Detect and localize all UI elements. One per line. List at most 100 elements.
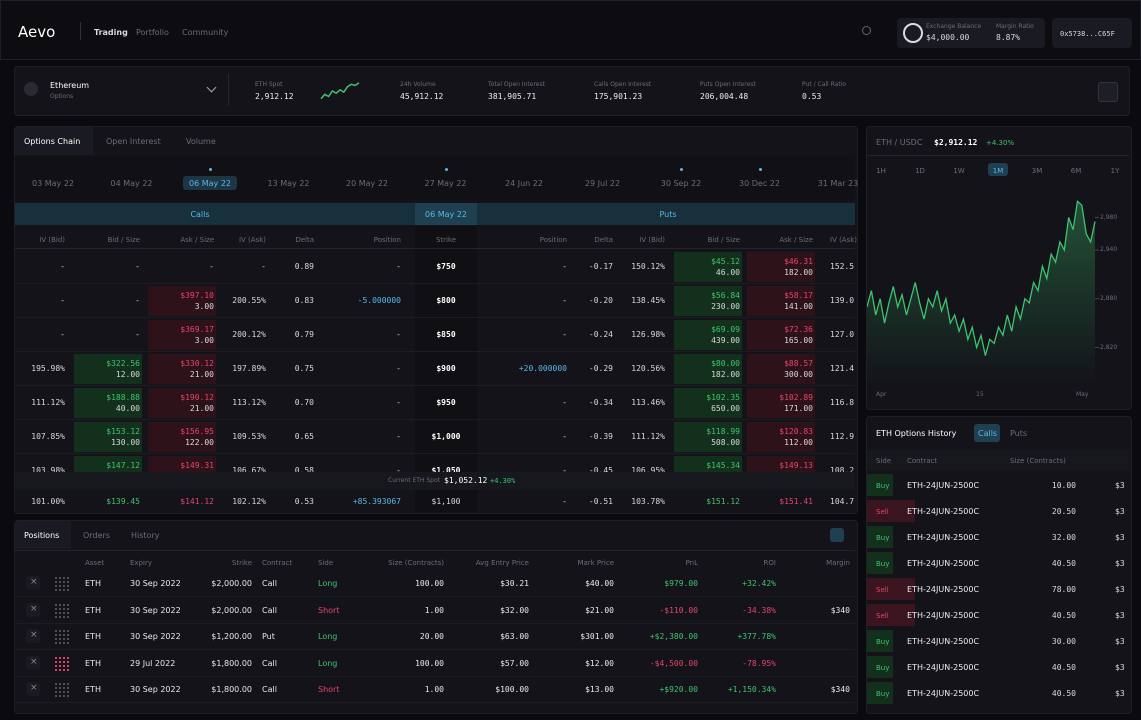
- sell-bar: [867, 578, 915, 600]
- layout-button[interactable]: [1098, 82, 1118, 102]
- expiry-dot: [209, 168, 212, 171]
- stat-value: 2,912.12: [255, 92, 294, 101]
- ask-cell: [747, 286, 815, 316]
- history-tab[interactable]: Calls: [978, 429, 998, 438]
- strike: $850: [436, 330, 456, 339]
- position-cell: $32.00: [500, 605, 529, 615]
- ask-price: $369.17: [180, 325, 214, 334]
- column-header: Delta: [594, 236, 613, 244]
- cell: $1,100: [431, 497, 461, 505]
- cell: -0.29: [588, 364, 613, 373]
- position-cell: +$920.00: [659, 685, 698, 694]
- position-cell: +$2,380.00: [649, 632, 698, 641]
- range-active: [988, 163, 1008, 176]
- position-cell: $1,800.00: [211, 685, 252, 694]
- ask-cell: [747, 388, 815, 418]
- expiry[interactable]: 04 May 22: [110, 179, 153, 188]
- cell: $139.45: [106, 497, 140, 505]
- spot-change: +4.30%: [490, 477, 516, 485]
- position-cell: 20.00: [419, 632, 444, 641]
- stat-value: 45,912.12: [400, 92, 444, 101]
- column-header: IV (Ask): [830, 236, 858, 244]
- ask-price: $397.10: [180, 291, 214, 300]
- range[interactable]: 1W: [953, 167, 965, 175]
- size: 21.00: [189, 370, 214, 379]
- close-button[interactable]: [26, 629, 40, 643]
- expiry[interactable]: 20 May 22: [346, 179, 388, 188]
- stat-label: Total Open Interest: [488, 81, 545, 88]
- tab[interactable]: Volume: [186, 137, 216, 146]
- range[interactable]: 1H: [876, 167, 886, 175]
- cell: -0.45: [588, 466, 613, 475]
- range[interactable]: 1M: [992, 167, 1004, 175]
- stat-label: Calls Open Interest: [594, 81, 652, 88]
- position-cell: ETH: [85, 632, 101, 641]
- close-button[interactable]: [26, 682, 40, 696]
- row-bg: [15, 156, 855, 200]
- collapse-button[interactable]: [830, 528, 844, 542]
- range[interactable]: 1Y: [1110, 167, 1120, 175]
- position-cell: Long: [318, 632, 338, 641]
- side: Buy: [876, 482, 890, 490]
- cell: -0.51: [588, 497, 613, 505]
- price: $3: [1115, 663, 1125, 672]
- contract: ETH-24JUN-2500C: [907, 559, 980, 568]
- history-tab[interactable]: Puts: [1010, 429, 1028, 438]
- tab[interactable]: History: [131, 531, 160, 540]
- cell: -: [562, 466, 567, 475]
- expiry[interactable]: 27 May 22: [424, 179, 467, 188]
- stat-value: 381,905.71: [488, 92, 537, 101]
- expiry[interactable]: 24 Jun 22: [505, 179, 543, 188]
- nav-link[interactable]: Portfolio: [136, 28, 169, 37]
- ask-price: $149.13: [779, 461, 813, 470]
- cell: -: [562, 296, 567, 305]
- dot-grid: [54, 602, 70, 619]
- stat-value: 0.53: [802, 92, 822, 101]
- close-button[interactable]: [26, 576, 40, 590]
- expiry[interactable]: 29 Jul 22: [584, 179, 621, 188]
- expiry[interactable]: 30 Sep 22: [660, 179, 702, 188]
- column-header: Ask / Size: [180, 236, 214, 244]
- contract: ETH-24JUN-2500C: [907, 611, 980, 620]
- range[interactable]: 1D: [915, 167, 925, 175]
- wallet[interactable]: 0x5738...C65F: [1060, 30, 1115, 38]
- expiry[interactable]: 03 May 22: [32, 179, 74, 188]
- ask-cell: [148, 388, 216, 418]
- tab[interactable]: Positions: [24, 531, 60, 540]
- cell: 104.7: [830, 497, 855, 505]
- tab[interactable]: Open Interest: [106, 137, 161, 146]
- close-button[interactable]: [26, 655, 40, 670]
- expiry[interactable]: 30 Dec 22: [739, 179, 780, 188]
- size: 130.00: [111, 438, 140, 447]
- range[interactable]: 3M: [1031, 167, 1043, 175]
- contract: ETH-24JUN-2500C: [907, 637, 980, 646]
- sell-bar: [867, 500, 915, 522]
- margin: 8.87%: [996, 33, 1021, 42]
- divider: [228, 74, 229, 106]
- close-button[interactable]: [26, 602, 40, 617]
- cell: +20.000000: [518, 364, 567, 373]
- label: Margin Ratio: [996, 23, 1034, 30]
- contract: ETH-24JUN-2500C: [907, 663, 980, 672]
- position-cell: $21.00: [585, 605, 614, 615]
- nav-link[interactable]: Trading: [94, 28, 128, 37]
- cell: 0.58: [294, 466, 314, 475]
- expiry[interactable]: 06 May 22: [189, 179, 231, 188]
- nav-link[interactable]: Community: [182, 28, 229, 37]
- tab[interactable]: Orders: [83, 531, 110, 540]
- position-cell: $979.00: [664, 579, 698, 588]
- x-tick-label: May: [1076, 391, 1089, 398]
- cell: -0.17: [588, 262, 613, 271]
- stat-value: 206,004.48: [700, 92, 749, 101]
- buy-bar: [867, 682, 893, 704]
- expiry[interactable]: 13 May 22: [267, 179, 310, 188]
- position-cell: -$110.00: [659, 605, 698, 615]
- ask-price: $46.31: [784, 257, 813, 266]
- cell: 116.8: [830, 398, 855, 407]
- expiry[interactable]: 31 Mar 23: [817, 179, 859, 188]
- column-header: Asset: [85, 559, 105, 567]
- range[interactable]: 6M: [1070, 167, 1082, 175]
- tab[interactable]: Options Chain: [24, 137, 81, 146]
- bid-cell: [674, 286, 742, 316]
- price: $3: [1115, 637, 1125, 646]
